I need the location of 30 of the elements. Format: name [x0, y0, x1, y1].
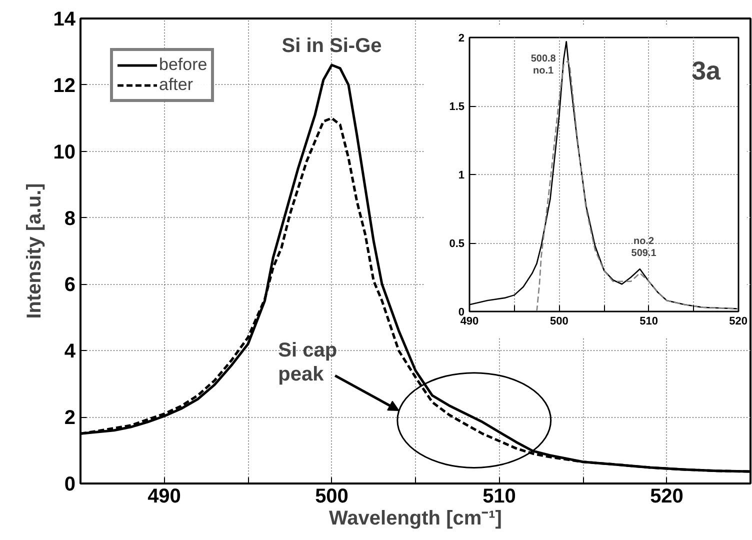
legend-label: before — [159, 55, 208, 75]
annotation: Si in Si-Ge — [282, 35, 382, 57]
annotation: 3a — [692, 56, 722, 86]
legend-label: after — [159, 75, 194, 95]
y-tick-label: 8 — [64, 208, 76, 230]
x-tick-label: 510 — [640, 316, 658, 328]
y-tick-label: 2 — [458, 32, 465, 44]
x-tick-label: 500 — [315, 486, 348, 508]
y-tick-label: 1 — [458, 170, 465, 182]
y-tick-label: 0.5 — [449, 238, 465, 250]
y-tick-label: 14 — [53, 8, 76, 30]
annotation: Si cap peak — [278, 339, 338, 386]
x-tick-label: 490 — [148, 486, 181, 508]
y-axis-title: Intensity [a.u.] — [23, 183, 46, 319]
y-tick-label: 10 — [53, 141, 76, 164]
annotation: 500.8 no.1 — [530, 54, 556, 77]
y-tick-label: 4 — [64, 340, 76, 363]
y-tick-label: 2 — [64, 407, 76, 430]
x-tick-label: 490 — [460, 316, 479, 328]
x-axis-title: Wavelength [cm⁻¹] — [329, 508, 502, 530]
x-tick-label: 500 — [550, 316, 568, 328]
y-tick-label: 0 — [64, 474, 76, 496]
y-tick-label: 1.5 — [449, 101, 465, 113]
y-tick-label: 6 — [64, 274, 76, 296]
x-tick-label: 520 — [729, 316, 748, 328]
x-tick-label: 510 — [482, 486, 516, 508]
y-tick-label: 12 — [53, 74, 76, 97]
x-tick-label: 520 — [650, 486, 684, 508]
line-series — [470, 40, 738, 310]
annotation: no.2 509.1 — [631, 236, 657, 260]
